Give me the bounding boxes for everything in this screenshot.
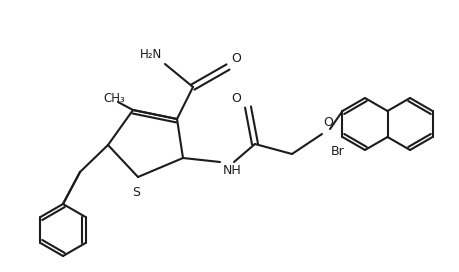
Text: O: O: [230, 52, 241, 65]
Text: CH₃: CH₃: [103, 92, 125, 105]
Text: S: S: [132, 186, 140, 199]
Text: O: O: [322, 116, 332, 129]
Text: O: O: [230, 92, 241, 105]
Text: NH: NH: [223, 164, 241, 177]
Text: H₂N: H₂N: [140, 48, 162, 61]
Text: Br: Br: [330, 145, 344, 158]
